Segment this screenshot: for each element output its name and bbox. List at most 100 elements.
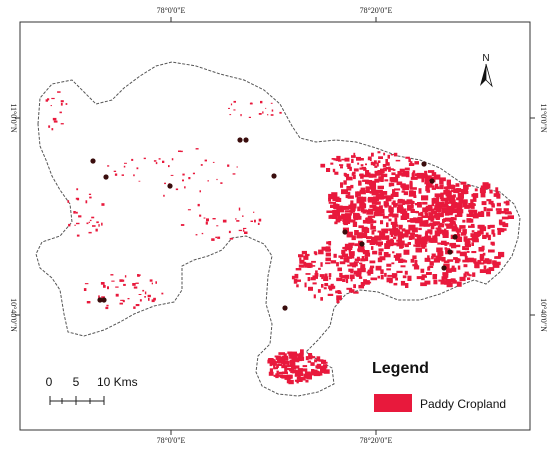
cropland-patch [304, 263, 309, 268]
cropland-patch [297, 368, 303, 374]
cropland-patch [362, 219, 367, 224]
cropland-patch [426, 186, 430, 192]
cropland-patch [445, 268, 452, 273]
cropland-patch [388, 205, 392, 211]
cropland-patch [286, 367, 290, 371]
cropland-patch [429, 231, 433, 235]
cropland-patch [447, 259, 454, 262]
cropland-patch [75, 211, 78, 214]
cropland-patch [305, 356, 309, 361]
cropland-patch [242, 215, 244, 217]
cropland-patch [452, 225, 458, 231]
cropland-patch [101, 222, 103, 226]
cropland-patch [378, 251, 383, 256]
cropland-patch [394, 230, 401, 236]
cropland-patch [359, 201, 365, 205]
cropland-patch [281, 365, 287, 369]
cropland-patch [353, 212, 360, 219]
cropland-patch [330, 260, 337, 264]
cropland-patch [449, 220, 456, 224]
cropland-patch [310, 362, 315, 366]
cropland-patch [341, 205, 350, 210]
cropland-patch [391, 172, 396, 176]
cropland-patch [315, 270, 318, 273]
cropland-patch [428, 265, 434, 268]
cropland-patch [383, 173, 388, 178]
cropland-patch [443, 263, 450, 269]
cropland-patch [328, 285, 332, 289]
cropland-patch [471, 251, 477, 254]
cropland-patch [312, 275, 318, 279]
cropland-patch [377, 236, 382, 241]
cropland-patch [360, 164, 364, 167]
cropland-patch [228, 107, 230, 109]
cropland-patch [361, 267, 366, 273]
cropland-patch [341, 189, 348, 195]
cropland-patch [299, 259, 305, 264]
cropland-patch [353, 218, 359, 221]
cropland-patch [473, 258, 477, 263]
cropland-patch [230, 103, 233, 106]
cropland-patch [472, 193, 479, 198]
cropland-patch [98, 295, 100, 298]
cropland-patch [467, 257, 474, 263]
cropland-patch [385, 159, 388, 163]
cropland-patch [281, 355, 285, 358]
cropland-patch [84, 283, 89, 285]
cropland-patch [427, 235, 432, 239]
cropland-patch [343, 222, 348, 226]
cropland-patch [485, 232, 489, 238]
cropland-patch [357, 268, 361, 273]
cropland-patch [361, 166, 366, 169]
cropland-patch [384, 272, 387, 277]
cropland-patch [386, 235, 390, 240]
cropland-patch [233, 100, 236, 103]
cropland-patch [337, 215, 342, 221]
cropland-patch [453, 222, 456, 225]
cropland-patch [507, 215, 514, 219]
cropland-patch [412, 255, 417, 260]
cropland-patch [387, 154, 390, 159]
cropland-patch [359, 203, 367, 209]
cropland-patch [358, 215, 362, 220]
cropland-patch [456, 209, 464, 214]
cropland-patch [403, 184, 410, 191]
cropland-patch [119, 279, 123, 282]
cropland-patch [320, 262, 323, 267]
cropland-patch [281, 371, 288, 375]
cropland-patch [325, 262, 331, 265]
cropland-patch [491, 242, 495, 246]
cropland-patch [419, 221, 425, 227]
settlement-point [167, 183, 173, 189]
cropland-patch [195, 234, 198, 236]
cropland-patch [357, 206, 360, 212]
cropland-patch [454, 258, 460, 264]
cropland-patch [311, 265, 316, 267]
cropland-patch [318, 249, 324, 255]
cropland-patch [487, 234, 491, 241]
cropland-patch [283, 353, 287, 357]
cropland-patch [450, 210, 454, 215]
cropland-patch [123, 300, 125, 303]
cropland-patch [353, 262, 358, 267]
cropland-patch [296, 359, 300, 363]
cropland-patch [464, 190, 469, 194]
cropland-patch [492, 233, 496, 237]
cropland-patch [298, 264, 305, 268]
cropland-patch [378, 248, 384, 252]
cropland-patch [385, 162, 390, 165]
cropland-patch [358, 276, 363, 279]
cropland-patch [495, 187, 499, 192]
settlement-point [359, 241, 365, 247]
cropland-patch [139, 274, 141, 276]
cropland-patch [253, 211, 255, 213]
cropland-patch [404, 243, 409, 248]
cropland-patch [369, 260, 376, 264]
cropland-patch [305, 380, 309, 383]
cropland-patch [403, 191, 408, 196]
cropland-patch [269, 360, 273, 367]
cropland-patch [404, 270, 408, 275]
bottom-longitude-label: 78°20'0"E [360, 436, 393, 445]
cropland-patch [294, 379, 301, 382]
cropland-patch [307, 372, 314, 376]
